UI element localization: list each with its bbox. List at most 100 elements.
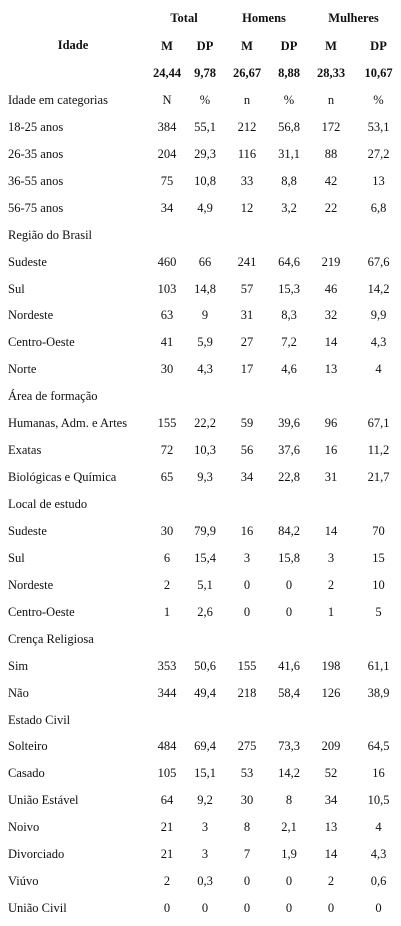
table-row: Noivo 21 3 8 2,1 13 4	[0, 814, 401, 841]
table-cell: 9	[201, 308, 209, 323]
table-cell: 70	[372, 523, 385, 538]
table-cell: 16	[324, 443, 338, 458]
table-cell: 30	[160, 523, 174, 538]
table-cell: 6,8	[370, 200, 387, 215]
table-cell: 17	[240, 362, 254, 377]
row-label: Sul	[8, 281, 25, 296]
table-cell: 0	[243, 577, 251, 592]
table-cell: 14,2	[278, 766, 300, 781]
table-cell: 13	[372, 173, 385, 188]
table-cell: 16	[240, 523, 254, 538]
table-cell	[356, 222, 401, 249]
table-row: Sudeste 30 79,9 16 84,2 14 70	[0, 518, 401, 545]
stat-cell: 9,78	[194, 66, 216, 80]
row-label: 56-75 anos	[8, 200, 64, 215]
table-cell: 5	[375, 604, 382, 619]
table-cell: 2	[163, 874, 171, 889]
table-cell: n	[327, 92, 335, 107]
table-cell	[272, 491, 306, 518]
table-cell: 21,7	[367, 470, 390, 485]
table-cell: 30	[160, 362, 174, 377]
group-header-homens: Homens	[242, 11, 286, 25]
table-cell: 155	[157, 416, 177, 431]
table-cell: 22,2	[194, 416, 216, 431]
table-row: Sudeste 460 66 241 64,6 219 67,6	[0, 249, 401, 276]
table-cell: 49,4	[194, 685, 216, 700]
table-cell: 5,9	[197, 335, 213, 350]
table-cell: 14	[324, 847, 338, 862]
table-cell: 14	[324, 335, 338, 350]
row-label: Viúvo	[8, 874, 39, 889]
table-cell: 155	[237, 658, 257, 673]
table-cell	[356, 707, 401, 734]
table-cell: 66	[198, 254, 212, 269]
table-row: Não 344 49,4 218 58,4 126 38,9	[0, 680, 401, 707]
subheader-cell: M	[161, 39, 173, 53]
table-cell: 0	[327, 901, 335, 916]
table-cell: 63	[160, 308, 174, 323]
table-cell: 34	[240, 470, 254, 485]
table-cell: 1,9	[281, 847, 297, 862]
table-cell: 67,6	[367, 254, 390, 269]
table-cell: 3	[327, 550, 335, 565]
group-header-mulheres: Mulheres	[328, 11, 379, 25]
table-cell: 15,4	[194, 550, 216, 565]
table-cell: 6	[163, 550, 171, 565]
table-cell: 9,9	[370, 308, 387, 323]
table-row: União Estável 64 9,2 30 8 34 10,5	[0, 787, 401, 814]
table-cell: 0	[243, 901, 251, 916]
table-cell	[306, 707, 356, 734]
table-cell: 46	[324, 281, 338, 296]
table-row: Idade em categorias N% n% n%	[0, 87, 401, 114]
row-label: Local de estudo	[8, 497, 88, 512]
table-cell: 209	[321, 739, 341, 754]
table-cell: 198	[321, 658, 341, 673]
table-cell: 10,5	[367, 793, 390, 808]
row-label: Sim	[8, 658, 29, 673]
table-cell: 58,4	[278, 685, 300, 700]
stat-cell: 28,33	[316, 66, 346, 80]
table-cell: 5,1	[197, 577, 213, 592]
table-cell: 4	[375, 820, 382, 835]
subheader-cell: M	[325, 39, 337, 53]
table-cell: 0,3	[197, 874, 213, 889]
table-row: Local de estudo	[0, 491, 401, 518]
table-cell: 4	[375, 362, 382, 377]
table-cell: 0,6	[370, 874, 387, 889]
row-label: Sul	[8, 550, 25, 565]
table-cell: 204	[157, 146, 177, 161]
table-cell: 4,3	[370, 335, 387, 350]
table-row: Crença Religiosa	[0, 626, 401, 653]
table-cell: 53	[240, 766, 254, 781]
row-label: Noivo	[8, 820, 40, 835]
subheader-cell: M	[241, 39, 253, 53]
table-cell: 37,6	[278, 443, 300, 458]
table-cell	[306, 222, 356, 249]
table-cell: %	[199, 92, 211, 107]
table-cell: 75	[160, 173, 174, 188]
table-cell: 7	[243, 847, 251, 862]
table-cell: 7,2	[281, 335, 297, 350]
row-label: Centro-Oeste	[8, 604, 75, 619]
table-cell: 8	[285, 793, 293, 808]
table-row: Sim 353 50,6 155 41,6 198 61,1	[0, 653, 401, 680]
subheader-cell: DP	[196, 39, 214, 53]
row-label: Nordeste	[8, 577, 54, 592]
table-row: Centro-Oeste 1 2,6 0 0 1 5	[0, 599, 401, 626]
table-cell: 0	[285, 577, 293, 592]
table-cell: 96	[324, 416, 338, 431]
table-cell: 3	[201, 820, 209, 835]
table-cell: 79,9	[194, 523, 216, 538]
table-cell	[188, 707, 222, 734]
row-label: Região do Brasil	[8, 227, 93, 242]
table-cell: 241	[237, 254, 257, 269]
subheader-cell: DP	[370, 39, 387, 53]
table-cell: 56,8	[278, 119, 300, 134]
table-cell: 39,6	[278, 416, 300, 431]
table-row: Biológicas e Química 65 9,3 34 22,8 31 21,7	[0, 464, 401, 491]
table-cell: 3	[201, 847, 209, 862]
table-cell: 59	[240, 416, 254, 431]
table-cell: N	[162, 92, 172, 107]
row-label: Crença Religiosa	[8, 631, 94, 646]
table-cell: 2,1	[281, 820, 297, 835]
